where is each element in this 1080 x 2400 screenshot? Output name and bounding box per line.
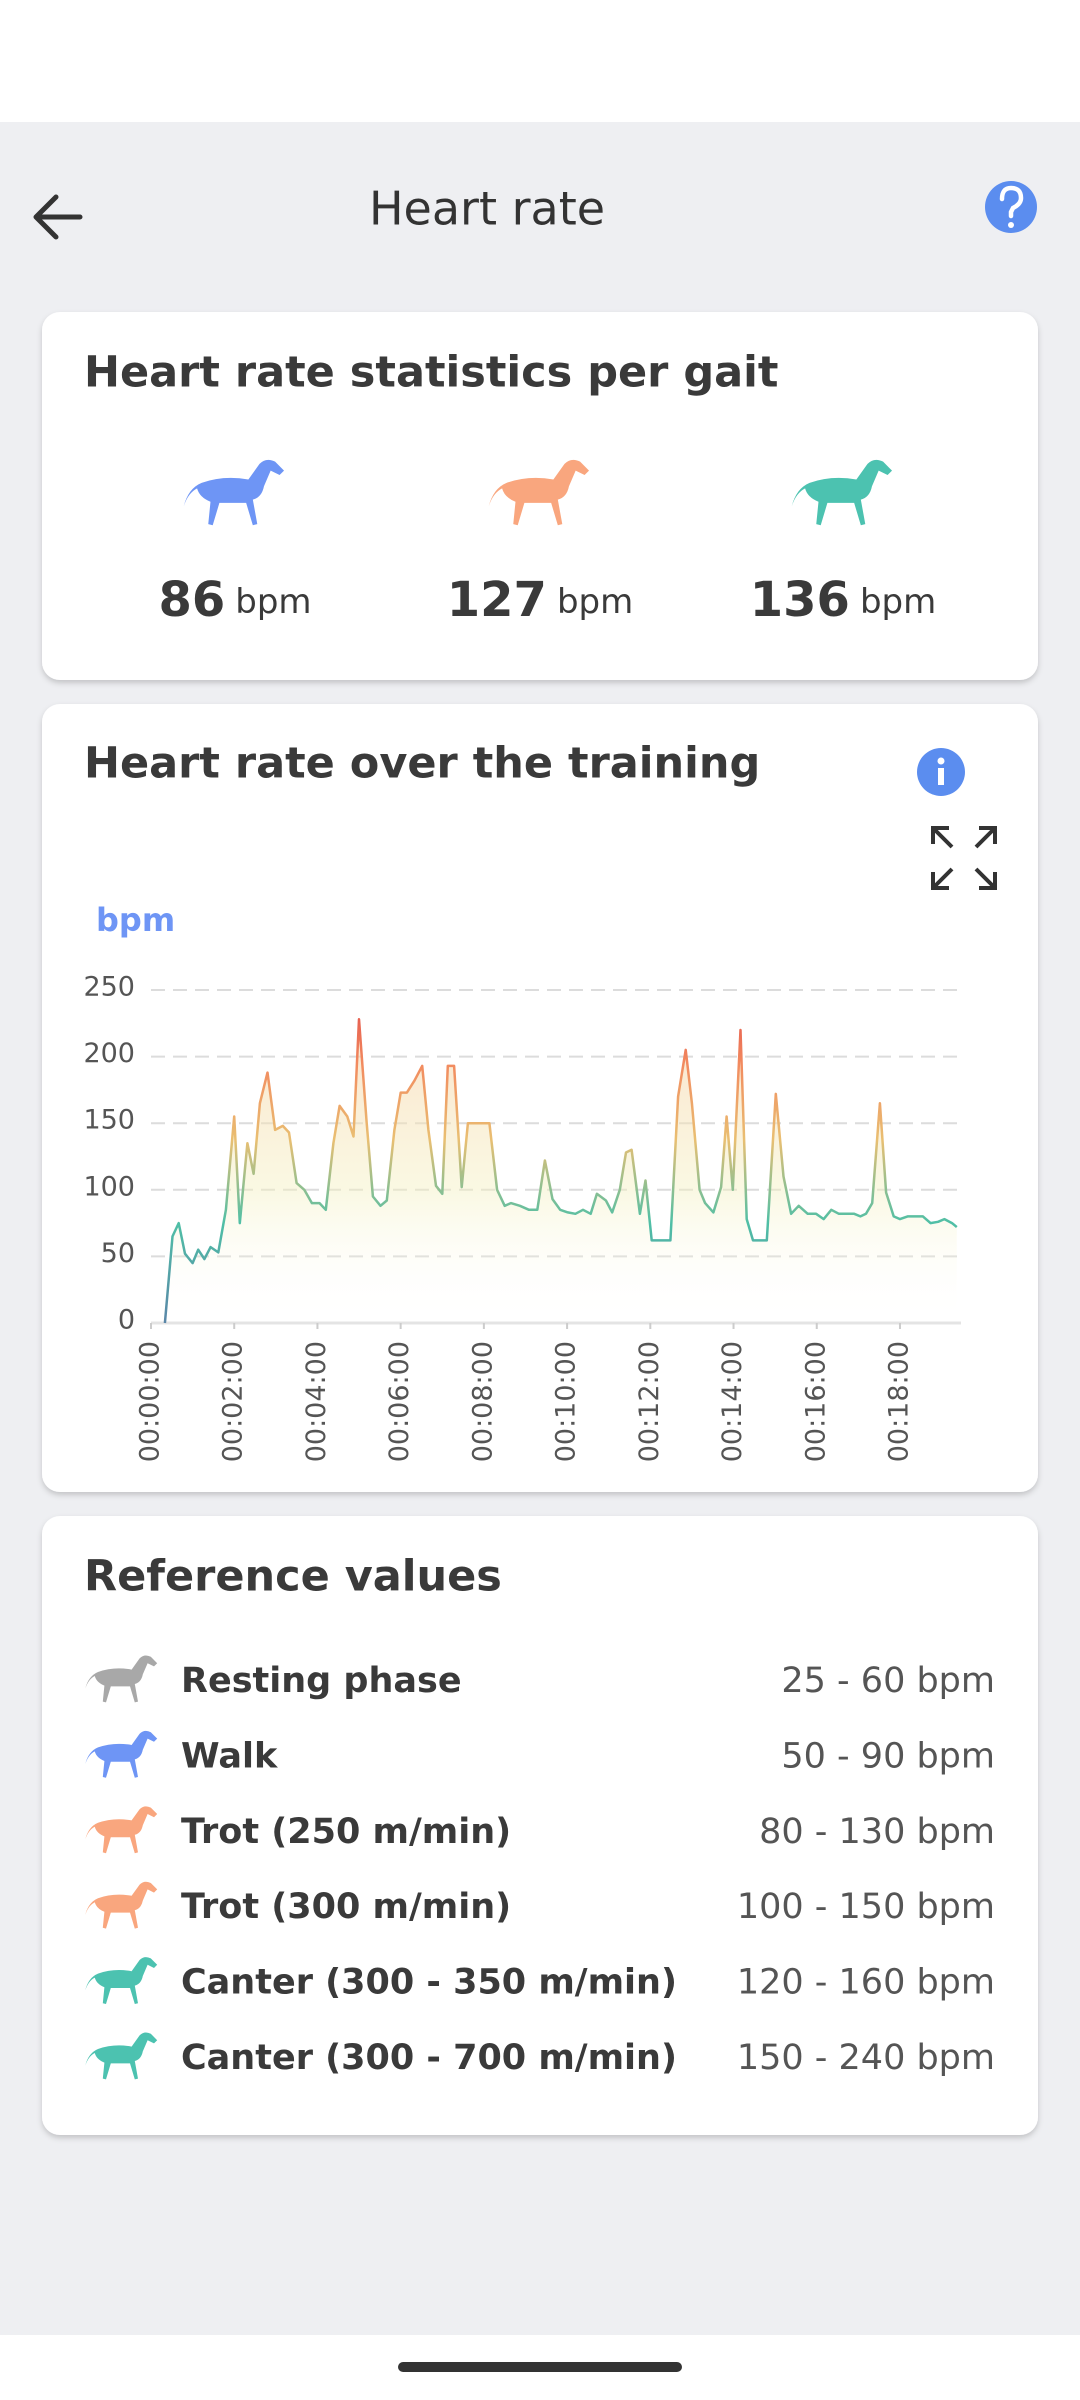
reference-range: 80 - 130 bpm (759, 1812, 995, 1852)
x-tick-label: 00:16:00 (800, 1341, 831, 1462)
heart-rate-line (163, 1018, 958, 1324)
reference-range: 25 - 60 bpm (781, 1661, 995, 1701)
status-bar (0, 0, 1080, 122)
y-axis-label: bpm (96, 901, 175, 939)
stat-value: 86 (158, 572, 225, 628)
reference-range: 120 - 160 bpm (737, 1963, 995, 2003)
reference-label: Trot (300 m/min) (181, 1887, 511, 1927)
reference-label: Canter (300 - 700 m/min) (181, 2038, 677, 2078)
line-area (164, 1019, 957, 1323)
stat-unit: bpm (860, 582, 936, 622)
chart-title: Heart rate over the training (84, 739, 760, 789)
x-tick-label: 00:10:00 (551, 1341, 582, 1462)
card-title: Reference values (84, 1552, 502, 1602)
x-tick-label: 00:12:00 (634, 1341, 665, 1462)
x-tick-label: 00:04:00 (301, 1341, 332, 1462)
reference-range: 100 - 150 bpm (737, 1887, 995, 1927)
stat-value: 136 (750, 572, 850, 628)
stat-unit: bpm (235, 582, 311, 622)
info-button[interactable] (917, 748, 965, 796)
x-tick-label: 00:18:00 (883, 1341, 914, 1462)
page-title: Heart rate (369, 182, 605, 236)
home-indicator[interactable] (398, 2362, 682, 2372)
reference-label: Canter (300 - 350 m/min) (181, 1963, 677, 2003)
reference-label: Trot (250 m/min) (181, 1812, 511, 1852)
y-tick-label: 200 (83, 1038, 135, 1069)
reference-label: Resting phase (181, 1661, 462, 1701)
x-tick-label: 00:08:00 (467, 1341, 498, 1462)
x-tick-label: 00:06:00 (384, 1341, 415, 1462)
reference-range: 150 - 240 bpm (737, 2038, 995, 2078)
reference-card (42, 1516, 1038, 2135)
x-tick-label: 00:14:00 (717, 1341, 748, 1462)
back-button[interactable] (33, 194, 83, 240)
reference-range: 50 - 90 bpm (781, 1736, 995, 1776)
x-tick-label: 00:00:00 (135, 1341, 166, 1462)
y-tick-label: 150 (83, 1105, 135, 1136)
stat-unit: bpm (557, 582, 633, 622)
stat-value: 127 (447, 572, 547, 628)
reference-label: Walk (181, 1736, 278, 1776)
y-tick-label: 50 (101, 1238, 135, 1269)
y-tick-label: 0 (118, 1305, 135, 1336)
help-button[interactable] (985, 181, 1037, 233)
expand-button[interactable] (931, 826, 997, 890)
y-tick-label: 100 (83, 1171, 135, 1202)
card-title: Heart rate statistics per gait (84, 348, 778, 398)
gait-stat: 136 bpm (750, 572, 937, 628)
x-tick-label: 00:02:00 (218, 1341, 249, 1462)
y-tick-label: 250 (83, 972, 135, 1003)
gait-stat: 127 bpm (447, 572, 634, 628)
gait-stat: 86 bpm (158, 572, 311, 628)
